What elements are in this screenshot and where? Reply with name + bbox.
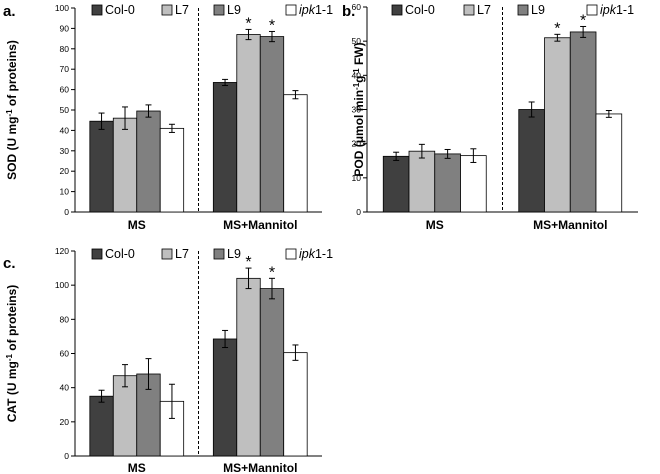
significance-marker: * [554,20,560,37]
y-tick-label: 80 [60,44,70,54]
bar-Col-0-MS+Mannitol [212,82,238,213]
panel-letter: a. [3,3,16,20]
y-tick-label: 40 [60,383,70,393]
y-tick-label: 0 [356,207,361,217]
significance-marker: * [245,15,251,32]
chart-panel-1: a. SOD (U mg-1 of proteins) 0 10 20 30 40 50 60 7… [3,3,333,232]
legend-swatch-Col-0 [391,4,403,16]
y-tick-label: 80 [60,314,70,324]
panel-letter: b. [342,3,355,20]
bar-Col-0-MS [382,155,410,213]
bar-L7-MS+Mannitol [544,37,571,213]
bar-L7-MS+Mannitol [236,34,261,213]
y-tick-label: 100 [55,3,69,13]
y-tick-label: 10 [352,173,362,183]
x-category-label: MS+Mannitol [223,218,297,232]
y-tick-label: 10 [60,187,70,197]
y-axis-title: POD (μmol min-1g-1 FW) [352,42,367,176]
significance-marker: * [269,17,275,34]
x-category-label: MS+Mannitol [223,461,297,474]
y-tick-label: 20 [60,166,70,176]
legend: Col-0 L7 L9 ipk1-1 [391,3,634,17]
y-tick-label: 70 [60,64,70,74]
y-axis-title: SOD (U mg-1 of proteins) [5,40,20,180]
chart-panel-3: c. CAT (U mg-1 of proteins) 0 20 40 60 80 100 12… [3,246,333,474]
y-tick-label: 60 [60,349,70,359]
y-tick-label: 40 [352,70,362,80]
bar-ipk1-1-MS [159,127,185,213]
bar-ipk1-1-MS+Mannitol [595,113,623,213]
legend-label-L7: L7 [175,247,189,261]
bar-Col-0-MS [89,120,114,213]
bar-L9-MS [434,153,461,213]
legend-swatch-L9 [517,4,529,16]
y-tick-label: 20 [352,139,362,149]
legend-label-L7: L7 [477,3,491,17]
legend-swatch-ipk1-1 [285,4,297,16]
y-tick-label: 60 [60,85,70,95]
y-axis-title: CAT (U mg-1 of proteins) [5,285,20,423]
legend-label-ipk1-1: ipk1-1 [299,3,333,17]
legend-swatch-L9 [213,248,225,260]
y-tick-label: 50 [352,36,362,46]
x-category-label: MS [426,218,444,232]
significance-marker: * [269,264,275,281]
legend-label-ipk1-1: ipk1-1 [600,3,634,17]
legend-label-ipk1-1: ipk1-1 [299,247,333,261]
legend-swatch-Col-0 [91,4,103,16]
legend-swatch-L7 [161,248,173,260]
legend-swatch-L7 [463,4,475,16]
legend-label-L7: L7 [175,3,189,17]
bar-Col-0-MS [89,395,114,457]
significance-marker: * [580,12,586,29]
significance-marker: * [245,254,251,271]
y-tick-label: 40 [60,125,70,135]
y-tick-label: 90 [60,23,70,33]
bar-L7-MS [112,117,138,213]
panel-letter: c. [3,255,16,272]
y-tick-label: 0 [64,451,69,461]
bar-L7-MS [408,150,436,213]
bar-L9-MS+Mannitol [569,31,597,213]
x-category-label: MS [128,218,146,232]
bar-L9-MS+Mannitol [259,36,285,213]
legend: Col-0 L7 L9 ipk1-1 [91,247,333,261]
bar-L7-MS+Mannitol [236,277,261,457]
bar-ipk1-1-MS [460,155,487,213]
y-tick-label: 120 [55,246,69,256]
legend-swatch-ipk1-1 [285,248,297,260]
legend-label-Col-0: Col-0 [105,247,135,261]
legend-swatch-L9 [213,4,225,16]
bar-Col-0-MS+Mannitol [212,338,238,457]
legend-swatch-Col-0 [91,248,103,260]
bar-Col-0-MS+Mannitol [518,109,545,213]
bar-ipk1-1-MS+Mannitol [283,352,308,457]
bar-L9-MS [136,110,161,213]
legend-label-L9: L9 [531,3,545,17]
legend-label-L9: L9 [227,3,241,17]
y-tick-label: 50 [60,105,70,115]
legend-label-L9: L9 [227,247,241,261]
x-category-label: MS [128,461,146,474]
bar-L9-MS+Mannitol [259,288,285,457]
legend-swatch-L7 [161,4,173,16]
bar-ipk1-1-MS+Mannitol [283,94,308,213]
legend-swatch-ipk1-1 [586,4,598,16]
legend-label-Col-0: Col-0 [105,3,135,17]
y-tick-label: 20 [60,417,70,427]
x-category-label: MS+Mannitol [533,218,607,232]
y-tick-label: 60 [352,2,362,12]
legend: Col-0 L7 L9 ipk1-1 [91,3,333,17]
bar-L7-MS [112,375,138,457]
y-tick-label: 30 [60,146,70,156]
chart-panel-2: b. POD (μmol min-1g-1 FW) 0 10 20 30 40 50 60 MS M… [342,2,638,232]
legend-label-Col-0: Col-0 [405,3,435,17]
y-tick-label: 100 [55,280,69,290]
y-tick-label: 0 [64,207,69,217]
y-tick-label: 30 [352,105,362,115]
